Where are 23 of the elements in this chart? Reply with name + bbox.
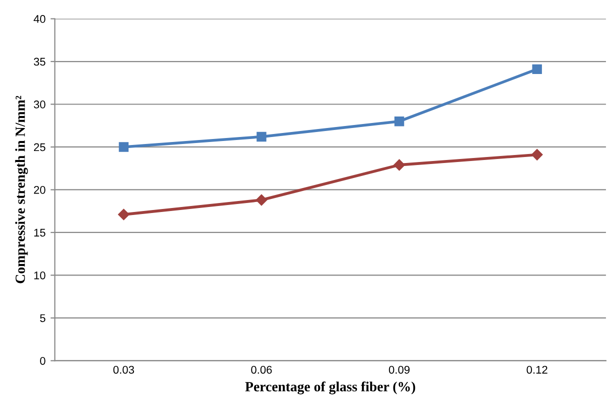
x-tick-label: 0.03 — [113, 366, 134, 374]
y-tick-label: 5 — [40, 314, 46, 322]
y-axis-title: Compressive strength in N/mm² — [15, 96, 28, 284]
x-tick-label: 0.06 — [251, 366, 272, 374]
y-tick-label: 35 — [34, 58, 46, 66]
point — [394, 159, 405, 171]
y-tick-label: 10 — [34, 271, 46, 280]
point — [256, 194, 268, 206]
point — [394, 116, 404, 126]
point — [256, 132, 266, 142]
x-axis-title: Percentage of glass fiber (%) — [245, 381, 416, 394]
x-tick-label: 0.09 — [388, 366, 410, 374]
x-tick-label: 0.12 — [526, 366, 548, 374]
y-tick-label: 25 — [34, 143, 46, 152]
point — [118, 208, 130, 220]
point — [118, 142, 129, 152]
y-tick-label: 0 — [40, 356, 46, 365]
point — [531, 149, 543, 160]
point — [532, 64, 542, 74]
y-tick-label: 30 — [34, 100, 46, 108]
y-tick-label: 15 — [34, 228, 46, 237]
y-tick-label: 40 — [34, 15, 46, 23]
y-tick-label: 20 — [34, 186, 46, 194]
